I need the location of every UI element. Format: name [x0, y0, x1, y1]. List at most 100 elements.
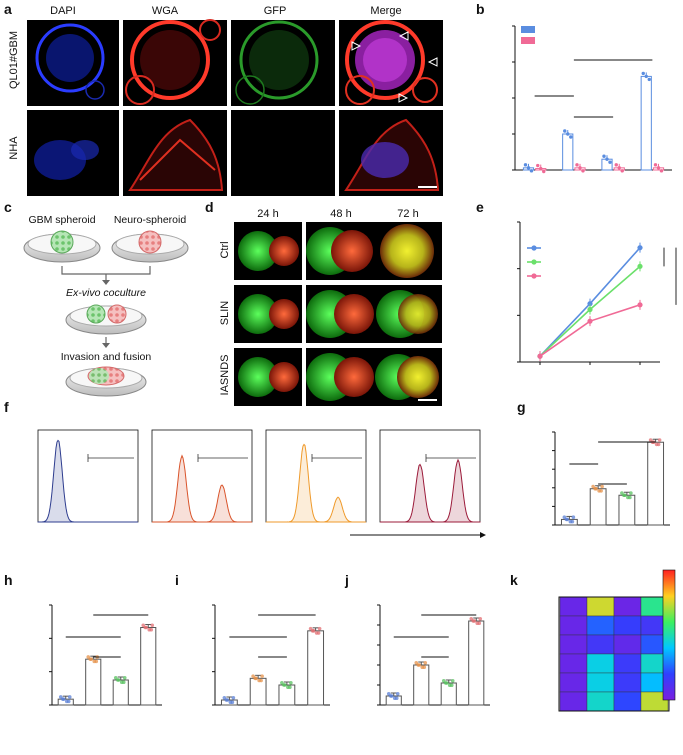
panel-letter-g: g — [517, 399, 526, 415]
data-point — [605, 157, 609, 161]
data-point — [575, 163, 579, 167]
data-point — [422, 665, 427, 669]
panel-e-chart — [517, 221, 677, 365]
col-dapi: DAPI — [50, 5, 76, 17]
heatmap-cell — [559, 691, 588, 712]
data-point — [587, 301, 593, 307]
data-point — [542, 169, 546, 174]
legend-swatch — [521, 37, 535, 44]
bar — [562, 133, 574, 171]
heatmap-cell — [586, 691, 615, 712]
data-point — [637, 245, 643, 251]
data-point — [571, 515, 576, 520]
heatmap-cell — [586, 596, 615, 617]
heatmap-cell — [613, 653, 642, 674]
data-point — [628, 495, 632, 500]
data-point — [310, 629, 315, 633]
data-point — [260, 674, 264, 678]
bar — [249, 677, 267, 706]
data-point — [587, 318, 593, 324]
panel-letter-i: i — [175, 572, 179, 588]
panel-letter-f: f — [4, 399, 9, 415]
data-point — [563, 129, 567, 133]
data-point — [566, 132, 570, 136]
data-point — [394, 696, 399, 700]
data-point — [523, 163, 528, 167]
heatmap-cell — [559, 615, 588, 636]
panel-a-microscopy: DAPI WGA GFP Merge QL01#GBM NHA — [8, 5, 443, 196]
data-point — [450, 679, 455, 683]
panel-j-chart — [377, 604, 490, 706]
data-point — [593, 486, 597, 491]
col-gfp: GFP — [264, 5, 287, 17]
panel-k-heatmap — [558, 569, 676, 712]
panel-letter-b: b — [476, 1, 485, 17]
plot-frame — [265, 429, 367, 523]
histogram — [266, 443, 366, 523]
data-point — [620, 169, 624, 173]
data-point — [224, 698, 229, 702]
panel-letter-d: d — [205, 199, 214, 215]
col-72h: 72 h — [397, 208, 418, 220]
data-point — [289, 681, 293, 685]
heatmap-cell — [613, 634, 642, 655]
heatmap-cell — [613, 615, 642, 636]
panel-h-chart — [49, 604, 162, 706]
label-neuro-spheroid: Neuro-spheroid — [114, 214, 187, 226]
data-point — [614, 163, 618, 167]
histogram — [152, 454, 252, 523]
data-point — [478, 617, 483, 621]
data-point — [647, 77, 651, 82]
legend-swatch — [521, 26, 535, 33]
panel-letter-a: a — [4, 1, 12, 17]
data-point — [471, 619, 476, 623]
data-point — [641, 71, 645, 76]
x-arrow-head — [480, 532, 486, 538]
data-point — [395, 692, 400, 696]
heatmap-cell — [613, 691, 642, 712]
panel-c-schematic: GBM spheroid Neuro-spheroid Ex-vivo cocu… — [23, 214, 189, 397]
data-point — [288, 685, 292, 689]
data-point — [443, 681, 448, 685]
data-point — [143, 625, 148, 630]
bar — [618, 494, 636, 526]
label-coculture: Ex-vivo coculture — [66, 287, 146, 299]
histogram — [37, 439, 138, 523]
data-point — [536, 163, 540, 168]
heatmap-cell — [559, 653, 588, 674]
heatmap-cell — [559, 596, 588, 617]
data-point — [581, 169, 585, 173]
data-point — [656, 166, 661, 170]
neuro-spheroid-icon — [138, 230, 162, 254]
data-point — [150, 623, 155, 628]
data-point — [602, 154, 606, 158]
data-point — [67, 695, 72, 699]
bar — [589, 488, 607, 526]
bar — [140, 627, 157, 706]
data-point — [637, 263, 643, 269]
data-point — [477, 621, 482, 625]
bar — [307, 630, 325, 706]
panel-letter-h: h — [4, 572, 13, 588]
row-nha: NHA — [8, 136, 20, 160]
row-ql01gbm: QL01#GBM — [8, 31, 20, 89]
col-wga: WGA — [152, 5, 179, 17]
panel-letter-k: k — [510, 572, 518, 588]
data-point — [529, 169, 534, 173]
data-point — [388, 694, 393, 698]
heatmap-cell — [613, 672, 642, 693]
heatmap-cell — [613, 596, 642, 617]
data-point — [622, 493, 626, 498]
heatmap-cell — [559, 672, 588, 693]
col-merge: Merge — [370, 5, 401, 17]
heatmap-cell — [586, 634, 615, 655]
data-point — [659, 169, 664, 173]
data-point — [121, 680, 126, 684]
data-point — [526, 166, 531, 170]
plot-frame — [151, 429, 253, 523]
data-point — [570, 519, 575, 524]
label-gbm-spheroid: GBM spheroid — [28, 214, 95, 226]
col-48h: 48 h — [330, 208, 351, 220]
bar — [640, 75, 652, 171]
